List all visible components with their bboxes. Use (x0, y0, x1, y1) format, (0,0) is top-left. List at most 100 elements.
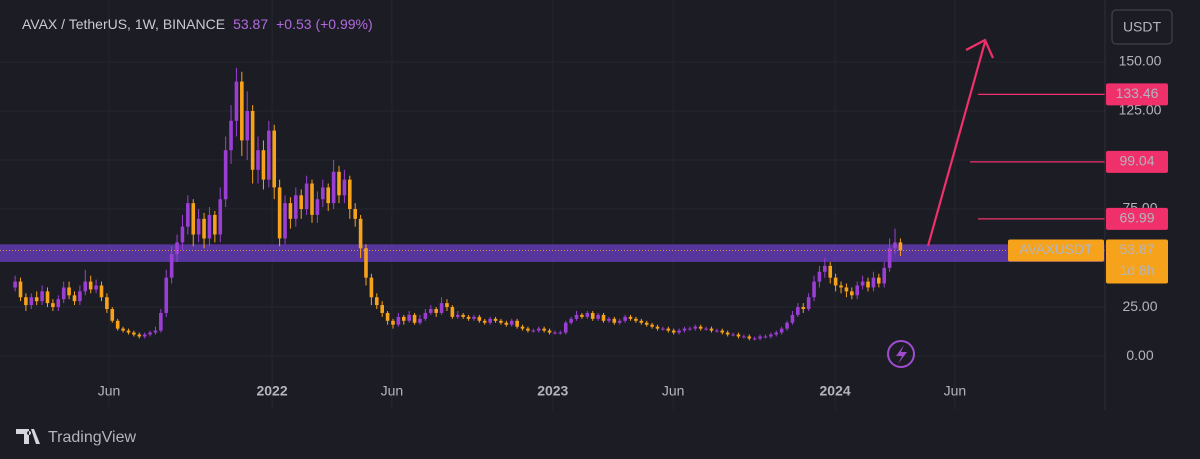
candle-body (45, 291, 50, 304)
target-tag-label: 133.46 (1116, 85, 1159, 101)
candle-body (860, 281, 865, 286)
candle-body (153, 330, 158, 333)
candle-body (412, 314, 417, 323)
candle-body (839, 285, 843, 288)
candle-body (720, 330, 725, 333)
last-price-tag (1106, 239, 1168, 284)
candle-body (634, 318, 638, 321)
candle-body (520, 326, 525, 329)
candle-body (272, 130, 277, 188)
x-tick-label: 2022 (256, 383, 287, 399)
candle-body (607, 318, 611, 321)
candle-body (796, 307, 800, 315)
candle-body (72, 295, 77, 302)
candle-body (677, 330, 681, 333)
candle-body (790, 314, 795, 323)
currency-button[interactable] (1111, 9, 1173, 45)
candle-body (488, 318, 492, 323)
candle-body (310, 183, 314, 215)
candle-body (715, 330, 719, 332)
candle-body (509, 320, 514, 325)
candle-body (877, 277, 881, 284)
candle-body (169, 254, 174, 278)
y-tick-label: 25.00 (1122, 298, 1157, 314)
candle-body (612, 318, 617, 323)
candle-body (504, 322, 509, 325)
brand-logo (16, 429, 40, 444)
candle-body (850, 291, 854, 296)
x-tick-label: 2023 (537, 383, 568, 399)
candle-body (358, 218, 363, 249)
candle-body (18, 281, 23, 298)
candle-body (142, 334, 147, 337)
support-zone (0, 244, 1105, 262)
last-price-tag-value: 53.87 (1119, 241, 1154, 257)
header: AVAX / TetherUS, 1W, BINANCE 53.87 +0.53 (… (22, 16, 373, 32)
candle-body (240, 81, 244, 141)
candle-body (261, 150, 266, 180)
candle-body (250, 110, 255, 170)
candle-body (13, 281, 17, 288)
candle-body (385, 312, 390, 321)
candle-body (61, 287, 66, 300)
candle-body (256, 150, 260, 170)
candle-body (477, 316, 482, 321)
candle-body (482, 320, 487, 323)
lightning-icon[interactable] (887, 340, 915, 368)
candle-body (536, 328, 541, 331)
candle-body (617, 320, 622, 323)
x-tick-label: Jun (662, 383, 685, 399)
candle-body (191, 203, 196, 235)
x-tick-label: 2024 (820, 383, 851, 399)
candle-body (245, 110, 250, 141)
candle-body (326, 187, 331, 204)
candle-body (871, 277, 876, 288)
candle-body (40, 291, 44, 302)
candle-body (353, 209, 357, 219)
candle-body (709, 328, 714, 331)
candle-body (461, 314, 465, 317)
candle-body (99, 285, 104, 298)
candle-body (294, 195, 298, 219)
x-tick-label: Jun (98, 383, 121, 399)
candle-body (547, 330, 552, 333)
candle-body (704, 328, 708, 330)
y-tick-label: 0.00 (1126, 347, 1153, 363)
brand-name: TradingView (48, 429, 136, 446)
candle-body (277, 187, 282, 239)
candle-body (466, 316, 471, 319)
candle-body (288, 203, 293, 219)
candle-body (207, 214, 212, 239)
y-tick-label: 125.00 (1119, 102, 1162, 118)
candle-body (218, 199, 223, 235)
candle-body (202, 218, 206, 239)
candle-body (531, 330, 536, 332)
candle-body (725, 332, 730, 335)
candle-body (455, 314, 460, 317)
candle-body (580, 314, 584, 317)
candle-body (110, 309, 115, 321)
candle-body (342, 179, 347, 196)
candle-body (763, 336, 768, 338)
candle-body (213, 214, 217, 235)
candle-body (866, 281, 870, 288)
candle-body (693, 326, 698, 329)
candle-body (526, 328, 530, 331)
candle-body (801, 307, 806, 310)
candle-body (650, 324, 654, 327)
candle-body (569, 318, 573, 323)
candle-body (78, 291, 82, 302)
target-tag-label: 69.99 (1119, 210, 1154, 226)
candle-body (806, 297, 811, 310)
candle-body (844, 287, 849, 292)
candle-body (315, 199, 320, 215)
candle-body (331, 171, 336, 204)
candle-body (186, 203, 190, 227)
target-tag (1106, 83, 1168, 106)
currency-label[interactable]: USDT (1123, 19, 1162, 35)
candle-body (893, 242, 897, 249)
candle-body (628, 316, 633, 319)
candle-body (347, 179, 352, 210)
candle-body (542, 328, 546, 331)
